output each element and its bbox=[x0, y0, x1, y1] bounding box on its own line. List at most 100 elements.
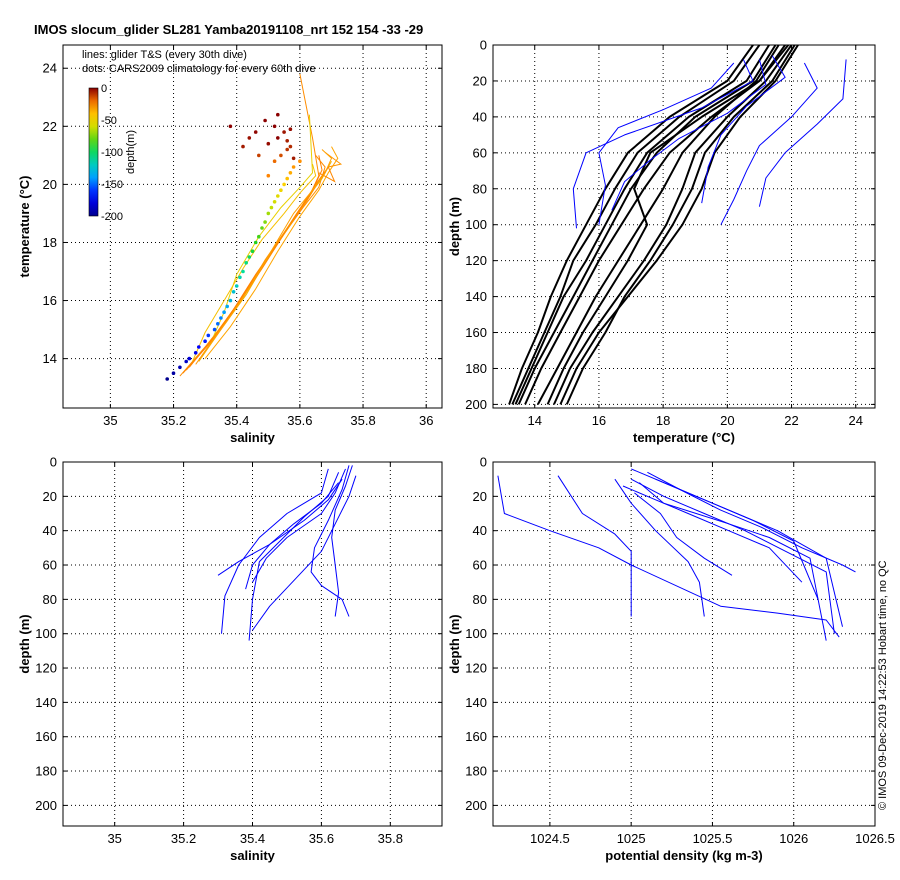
x-axis-label: salinity bbox=[230, 430, 276, 445]
glider-ts-line-8 bbox=[192, 163, 317, 362]
plot-area bbox=[497, 468, 856, 641]
glider-ts-line-10 bbox=[201, 149, 333, 356]
cars-point bbox=[241, 144, 245, 149]
cars-point bbox=[291, 165, 296, 169]
y-tick-label: 140 bbox=[35, 695, 57, 710]
profile-line-14 bbox=[758, 59, 847, 207]
x-tick-label: 1026 bbox=[779, 831, 808, 846]
y-tick-label: 0 bbox=[480, 455, 487, 470]
grid bbox=[63, 461, 442, 826]
cars-point bbox=[282, 130, 286, 134]
cars-point bbox=[171, 371, 176, 376]
cars-point bbox=[241, 269, 245, 274]
y-tick-label: 200 bbox=[465, 798, 487, 813]
x-tick-label: 24 bbox=[849, 413, 863, 428]
profile-line-8 bbox=[245, 482, 339, 590]
cars-point bbox=[266, 211, 271, 216]
profile-line-16 bbox=[701, 55, 786, 204]
colorbar-tick-label: -100 bbox=[101, 147, 123, 159]
profile-line-5 bbox=[559, 45, 799, 405]
x-tick-label: 18 bbox=[656, 413, 670, 428]
profile-line-7 bbox=[537, 45, 780, 405]
colorbar-tick-label: -150 bbox=[101, 179, 123, 191]
y-tick-label: 40 bbox=[43, 523, 57, 538]
glider-ts-line-9 bbox=[182, 165, 336, 374]
y-tick-label: 60 bbox=[473, 145, 487, 160]
cars-point bbox=[266, 141, 271, 146]
profile-line-10 bbox=[565, 45, 796, 405]
cars-point bbox=[184, 359, 188, 364]
cars-point bbox=[197, 345, 201, 349]
colorbar-tick-label: 0 bbox=[101, 83, 107, 95]
cars-point bbox=[288, 127, 293, 131]
cars-point bbox=[238, 275, 242, 280]
cars-point bbox=[228, 298, 233, 303]
y-axis-label: depth (m) bbox=[447, 197, 462, 256]
profile-line-4 bbox=[252, 475, 357, 631]
y-tick-label: 120 bbox=[465, 253, 487, 268]
cars-point bbox=[285, 139, 290, 143]
temperature-depth-panel: 14 16 18 20 22 24 0 20 40 60 80 100 120 140 160 180 200 t… bbox=[447, 38, 876, 445]
cars-point bbox=[165, 377, 169, 381]
y-tick-label: 100 bbox=[35, 626, 57, 641]
y-tick-label: 20 bbox=[43, 177, 57, 192]
cars-point bbox=[288, 171, 293, 175]
y-tick-label: 40 bbox=[473, 523, 487, 538]
cars-point bbox=[279, 188, 283, 192]
cars-point bbox=[222, 310, 226, 315]
grid bbox=[63, 45, 442, 408]
cars-point bbox=[282, 182, 286, 187]
y-tick-label: 16 bbox=[43, 293, 57, 308]
x-tick-label: 35.2 bbox=[161, 413, 186, 428]
y-tick-label: 80 bbox=[473, 181, 487, 196]
cars-point bbox=[263, 118, 267, 123]
x-tick-label: 35.4 bbox=[224, 413, 249, 428]
x-tick-label: 35.8 bbox=[350, 413, 375, 428]
profile-line-4 bbox=[630, 478, 835, 634]
cars-point bbox=[276, 112, 280, 117]
glider-ts-line-4 bbox=[204, 146, 339, 359]
cars-point bbox=[253, 240, 258, 245]
axes-frame bbox=[492, 44, 876, 409]
y-tick-label: 140 bbox=[465, 695, 487, 710]
cars-point bbox=[272, 159, 277, 163]
x-tick-label: 35.6 bbox=[287, 413, 312, 428]
y-axis-label: temperature (°C) bbox=[17, 176, 32, 278]
plot-area bbox=[508, 45, 847, 405]
cars-point bbox=[203, 339, 207, 344]
y-tick-label: 120 bbox=[465, 661, 487, 676]
profile-line-6 bbox=[511, 45, 761, 405]
cars-point bbox=[257, 153, 261, 158]
cars-point bbox=[257, 234, 261, 239]
profile-line-2 bbox=[248, 472, 340, 641]
y-tick-label: 18 bbox=[43, 235, 57, 250]
figure-title: IMOS slocum_glider SL281 Yamba20191108_n… bbox=[34, 22, 423, 37]
profile-line-5 bbox=[217, 478, 343, 576]
profile-line-10 bbox=[634, 492, 733, 576]
x-axis-label: potential density (kg m-3) bbox=[605, 848, 762, 863]
cars-point bbox=[219, 316, 223, 320]
x-tick-label: 1024.5 bbox=[530, 831, 570, 846]
y-tick-label: 14 bbox=[43, 351, 57, 366]
cars-point bbox=[288, 144, 293, 149]
x-tick-label: 1025 bbox=[617, 831, 646, 846]
colorbar-tick-label: -50 bbox=[101, 115, 117, 127]
cars-point bbox=[272, 200, 277, 204]
y-tick-label: 180 bbox=[465, 361, 487, 376]
profile-line-13 bbox=[720, 62, 818, 225]
y-tick-label: 24 bbox=[43, 61, 57, 76]
ts-panel: 35 35.2 35.4 35.6 35.8 36 14 16 18 20 22 24 salinity… bbox=[17, 44, 443, 445]
y-tick-label: 60 bbox=[473, 558, 487, 573]
y-tick-label: 160 bbox=[465, 325, 487, 340]
x-axis-label: salinity bbox=[230, 848, 276, 863]
y-tick-label: 180 bbox=[465, 764, 487, 779]
colorbar-label: depth(m) bbox=[125, 130, 137, 174]
x-tick-label: 35.8 bbox=[378, 831, 403, 846]
cars-point bbox=[291, 156, 296, 161]
x-tick-label: 1026.5 bbox=[855, 831, 895, 846]
cars-point bbox=[193, 351, 198, 355]
cars-point bbox=[247, 255, 252, 259]
y-tick-label: 20 bbox=[473, 73, 487, 88]
x-tick-label: 36 bbox=[419, 413, 433, 428]
